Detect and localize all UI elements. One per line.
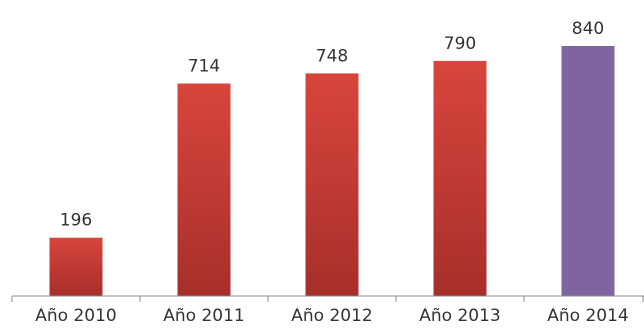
data-labels-group: 196 714 748 790 840 bbox=[60, 19, 604, 231]
bar-3 bbox=[433, 60, 487, 297]
bar-4 bbox=[561, 46, 615, 296]
x-tick-label-4: Año 2014 bbox=[547, 306, 628, 326]
x-tick-label-0: Año 2010 bbox=[35, 306, 116, 326]
data-label-4: 840 bbox=[572, 19, 604, 39]
data-label-2: 748 bbox=[316, 46, 348, 66]
x-ticks-group bbox=[11, 296, 644, 302]
x-tick-labels-group: Año 2010 Año 2011 Año 2012 Año 2013 Año 2014 bbox=[35, 306, 628, 326]
data-label-0: 196 bbox=[60, 211, 92, 231]
x-tick-label-2: Año 2012 bbox=[291, 306, 372, 326]
data-label-1: 714 bbox=[188, 57, 220, 77]
bar-2 bbox=[305, 73, 359, 297]
data-label-3: 790 bbox=[444, 34, 476, 54]
bar-1 bbox=[177, 83, 231, 296]
x-tick-label-1: Año 2011 bbox=[163, 306, 244, 326]
x-tick-label-3: Año 2013 bbox=[419, 306, 500, 326]
bars-group bbox=[49, 46, 615, 297]
bar-0 bbox=[49, 237, 103, 296]
